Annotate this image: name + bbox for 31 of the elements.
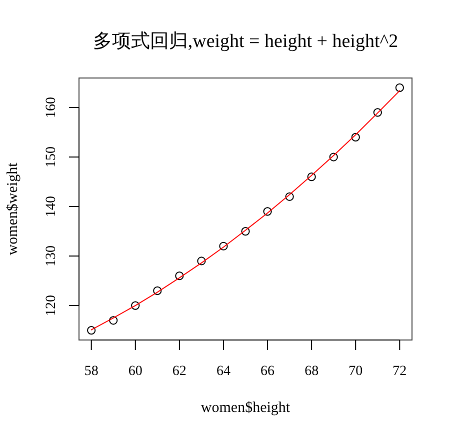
point xyxy=(131,301,140,310)
point xyxy=(395,83,404,92)
point xyxy=(373,108,382,117)
y-tick-label: 140 xyxy=(44,196,59,218)
point xyxy=(329,152,338,162)
y-tick-label: 150 xyxy=(44,146,59,168)
chart-title: 多项式回归,weight = height + height^2 xyxy=(92,31,398,52)
x-tick-label: 62 xyxy=(172,364,186,379)
y-tick-label: 120 xyxy=(44,295,59,316)
y-axis-title: women$weight xyxy=(5,162,21,256)
point xyxy=(87,326,96,335)
point xyxy=(263,207,272,216)
point xyxy=(109,316,118,325)
point xyxy=(307,172,316,182)
x-tick-label: 68 xyxy=(304,364,319,379)
y-tick-label: 130 xyxy=(44,246,59,267)
x-tick-label: 72 xyxy=(392,364,407,379)
x-tick-label: 58 xyxy=(84,364,98,379)
x-tick-label: 70 xyxy=(348,364,363,379)
point xyxy=(219,242,228,250)
point xyxy=(351,132,360,142)
point xyxy=(197,256,206,266)
point xyxy=(153,286,162,295)
x-axis-title: women$height xyxy=(200,400,291,416)
point xyxy=(175,272,184,280)
x-tick-label: 64 xyxy=(216,364,230,379)
point xyxy=(241,226,250,236)
x-tick-label: 66 xyxy=(260,364,275,379)
x-tick-label: 60 xyxy=(128,364,142,379)
y-tick-label: 160 xyxy=(44,97,59,118)
point xyxy=(285,192,294,201)
